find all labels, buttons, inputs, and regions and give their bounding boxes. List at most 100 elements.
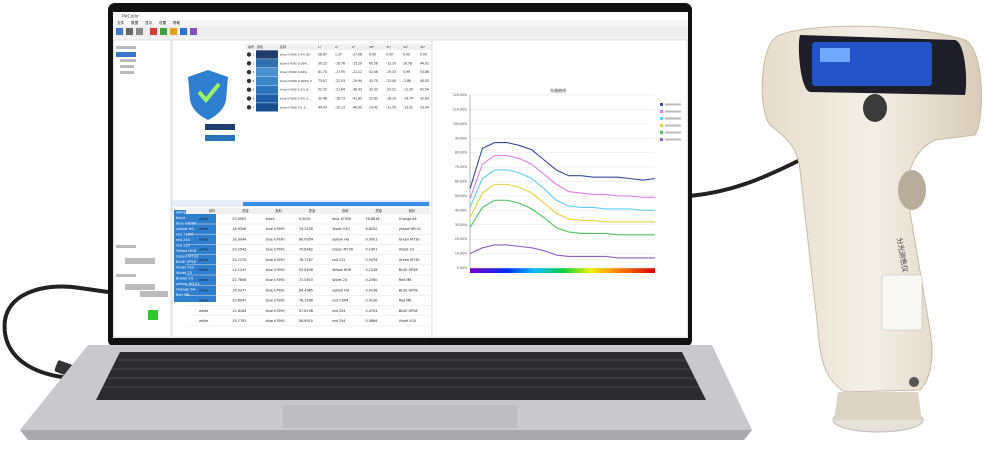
table-cell: 20.6047 xyxy=(232,299,246,303)
table-cell: 32.33 xyxy=(369,88,378,92)
color-swatch xyxy=(256,103,278,112)
menu-bar xyxy=(113,20,688,26)
shield-icon xyxy=(188,70,228,120)
pigment-item: blue k7090 xyxy=(176,222,197,226)
legend-text xyxy=(665,110,681,113)
table-cell: white xyxy=(199,288,208,292)
y-tick-label: 110.00% xyxy=(453,107,467,111)
key-rows xyxy=(103,359,699,388)
table-cell: white xyxy=(199,319,208,323)
table-cell: blue k7090 xyxy=(266,248,285,252)
table-cell: white xyxy=(199,258,208,262)
y-tick-label: 60.00% xyxy=(455,180,467,184)
menu-item: 数据 xyxy=(131,20,139,25)
column-header: 颜色 xyxy=(257,44,263,49)
title-bar xyxy=(113,12,688,20)
legend-text xyxy=(665,117,681,120)
table-cell: 79.6482 xyxy=(299,248,313,252)
table-cell: 44.02 xyxy=(420,61,429,65)
table-cell: blue k7090 xyxy=(266,299,285,303)
column-header: db* xyxy=(420,45,426,49)
row-marker xyxy=(246,87,252,92)
table-cell: white xyxy=(199,227,208,231)
column-header: dE* xyxy=(369,45,375,49)
table-cell: 72.0910 xyxy=(299,278,313,282)
y-tick-label: 100.00% xyxy=(453,122,467,126)
table-cell: Orange 64 xyxy=(399,217,417,221)
column-header: da* xyxy=(403,45,409,49)
table-cell: -18.10 xyxy=(386,97,396,101)
table-cell: 52.20 xyxy=(318,88,327,92)
sample-swatch xyxy=(205,135,235,141)
table-cell: white xyxy=(199,248,208,252)
column-header: 颜料 xyxy=(342,208,349,213)
row-id: 4 xyxy=(253,79,255,83)
table-cell: -23.40 xyxy=(386,79,396,83)
status-indicator xyxy=(148,310,158,320)
table-cell: white xyxy=(199,299,208,303)
table-cell: 16.9377 xyxy=(232,288,246,292)
table-cell: -11.35 xyxy=(403,88,413,92)
legend-swatch xyxy=(660,124,663,127)
table-cell: blue k7090 xyxy=(266,237,285,241)
table-cell: 1.37 xyxy=(335,53,342,57)
row-id: 7 xyxy=(253,105,255,109)
pigment-item: white xyxy=(176,211,187,215)
table-cell: -21.84 xyxy=(335,88,345,92)
pigment-item: red 254 xyxy=(176,238,191,242)
spectral-curve xyxy=(469,169,655,211)
pigment-item: Yellow HGR xyxy=(176,249,197,253)
table-cell: 44.09 xyxy=(318,105,327,109)
column-header: L* xyxy=(318,45,322,49)
menu-item: 文件 xyxy=(117,20,125,25)
table-cell: 0.0866 xyxy=(366,319,378,323)
table-cell: -17.95 xyxy=(335,70,345,74)
table-cell: yellow HG xyxy=(332,237,349,241)
app-title: PeColor xyxy=(122,14,139,20)
table-cell: blue k7090 xyxy=(266,309,285,313)
color-table-header xyxy=(245,44,431,50)
left-panel-text xyxy=(116,46,168,297)
table-cell: blue k7090 xyxy=(266,258,285,262)
table-cell: blue k7090 xyxy=(266,288,285,292)
progress-bar xyxy=(243,202,429,206)
touchpad xyxy=(283,405,517,428)
column-header: 颜料 xyxy=(409,208,416,213)
table-cell: -15.29 xyxy=(352,61,362,65)
legend-swatch xyxy=(660,138,663,141)
table-cell: Violet V10 xyxy=(332,227,349,231)
toolbar xyxy=(113,26,688,37)
table-cell: blue k7090 0.094... xyxy=(280,61,309,65)
table-cell: -40.09 xyxy=(352,105,362,109)
table-cell: 0.00 xyxy=(386,53,393,57)
table-cell: red 254 xyxy=(332,319,345,323)
spectral-curve xyxy=(469,155,655,199)
pigment-item: Green M730 xyxy=(176,255,199,259)
color-swatch xyxy=(256,59,278,68)
table-cell: blue k7090 xyxy=(266,278,285,282)
pigment-item: black xyxy=(176,216,186,220)
row-marker xyxy=(246,105,252,110)
menu-item: 设置 xyxy=(159,20,167,25)
table-cell: 22.7808 xyxy=(232,278,246,282)
column-header: a* xyxy=(335,45,339,49)
table-cell: 41.54 xyxy=(420,88,429,92)
row-id: 1 xyxy=(253,53,255,57)
pigment-item: Orange 64 xyxy=(176,288,196,292)
color-swatch xyxy=(256,94,278,103)
table-cell: red 122 xyxy=(332,258,345,262)
y-tick-label: 20.00% xyxy=(455,237,467,241)
table-cell: 0.4130 xyxy=(366,299,378,303)
row-marker xyxy=(246,96,252,101)
y-tick-label: 70.00% xyxy=(455,165,467,169)
usb-cable xyxy=(2,284,109,381)
color-swatch xyxy=(256,67,278,77)
column-header: 编号 xyxy=(248,44,254,49)
table-cell: yellow HR-01 xyxy=(399,227,421,231)
table-cell: -22.03 xyxy=(335,79,345,83)
table-cell: Violet 23 xyxy=(332,278,347,282)
table-cell: 30.25 xyxy=(318,61,327,65)
pigment-item: Red M8 xyxy=(176,293,190,297)
legend-text xyxy=(665,131,681,134)
